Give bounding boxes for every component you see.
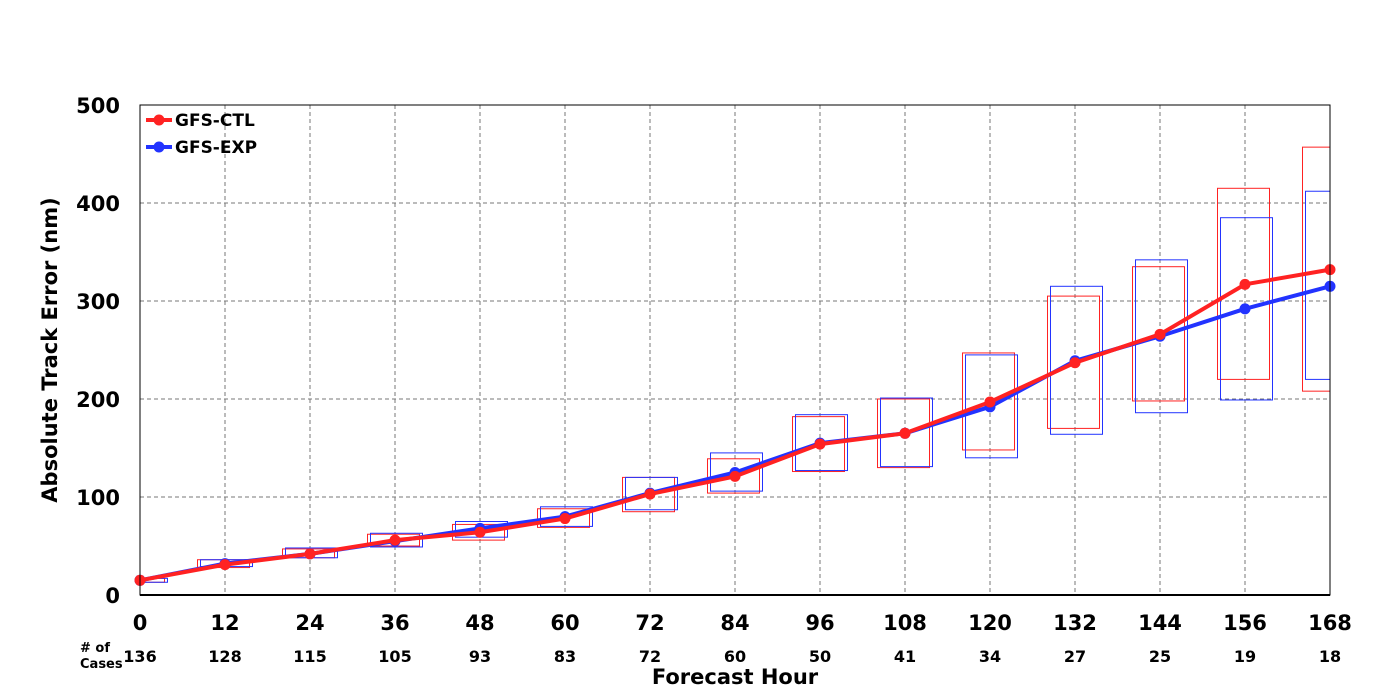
data-point-gfs-ctl [644, 488, 656, 500]
case-count: 60 [724, 647, 746, 666]
data-point-gfs-ctl [1239, 278, 1251, 290]
error-box-gfs-ctl [877, 398, 930, 469]
error-box-gfs-exp [880, 397, 933, 468]
error-box-gfs-exp [540, 506, 593, 527]
error-box-gfs-exp [965, 354, 1018, 459]
data-point-gfs-ctl [304, 548, 316, 560]
error-box-gfs-exp [1220, 217, 1273, 401]
data-point-gfs-ctl [559, 513, 571, 525]
case-count: 83 [554, 647, 576, 666]
axes: 0 12 24 36 48 60 72 84 96 108 120 132 144 156 168 0 100 2… [76, 94, 1352, 635]
y-tick-label: 100 [76, 486, 120, 510]
data-point-gfs-ctl [389, 534, 401, 546]
x-tick-label: 84 [720, 611, 749, 635]
error-box-gfs-ctl [792, 416, 845, 473]
x-tick-label: 168 [1308, 611, 1352, 635]
x-tick-label: 144 [1138, 611, 1182, 635]
y-tick-label: 300 [76, 290, 120, 314]
error-box-gfs-ctl [1132, 266, 1185, 402]
case-count: 41 [894, 647, 916, 666]
legend-marker-gfs-exp [153, 141, 165, 153]
cases-label-line2: Cases [80, 657, 123, 672]
case-count: 19 [1234, 647, 1256, 666]
legend-label-gfs-exp: GFS-EXP [175, 138, 257, 158]
y-tick-label: 200 [76, 388, 120, 412]
error-box-gfs-exp [710, 452, 763, 492]
x-tick-label: 48 [465, 611, 494, 635]
case-count: 136 [123, 647, 156, 666]
data-point-gfs-ctl [1069, 357, 1081, 369]
cases-label-line1: # of [80, 641, 110, 656]
x-tick-label: 36 [380, 611, 409, 635]
y-axis-title: Absolute Track Error (nm) [38, 197, 62, 502]
cases-row: 136 128 115 105 93 83 72 60 50 41 34 27 25 19 18 [123, 647, 1341, 666]
error-box-gfs-ctl [1217, 187, 1270, 380]
x-axis-title: Forecast Hour [652, 665, 819, 689]
legend-label-gfs-ctl: GFS-CTL [175, 111, 255, 131]
error-box-gfs-exp [370, 532, 423, 548]
data-point-gfs-ctl [814, 438, 826, 450]
x-tick-label: 24 [295, 611, 324, 635]
data-point-gfs-ctl [474, 526, 486, 538]
error-box-gfs-exp [795, 414, 848, 472]
x-tick-label: 120 [968, 611, 1012, 635]
x-tick-label: 156 [1223, 611, 1267, 635]
grid [140, 105, 1330, 595]
error-box-gfs-ctl [962, 352, 1015, 451]
data-point-gfs-exp [1239, 303, 1251, 315]
series-lines [134, 264, 1336, 586]
x-tick-label: 0 [133, 611, 148, 635]
data-point-gfs-ctl [984, 396, 996, 408]
error-box-gfs-exp [1305, 190, 1330, 380]
error-box-gfs-exp [625, 476, 678, 511]
case-count: 34 [979, 647, 1001, 666]
case-count: 25 [1149, 647, 1171, 666]
error-box-gfs-ctl [1302, 146, 1330, 392]
x-tick-label: 60 [550, 611, 579, 635]
case-count: 105 [378, 647, 411, 666]
data-point-gfs-ctl [729, 470, 741, 482]
y-tick-label: 400 [76, 192, 120, 216]
data-point-gfs-ctl [899, 427, 911, 439]
data-point-gfs-ctl [1154, 328, 1166, 340]
x-tick-label: 72 [635, 611, 664, 635]
y-tick-label: 500 [76, 94, 120, 118]
legend: GFS-CTL GFS-EXP [146, 111, 257, 158]
x-tick-label: 12 [210, 611, 239, 635]
case-count: 27 [1064, 647, 1086, 666]
error-box-gfs-exp [1050, 285, 1103, 435]
case-count: 18 [1319, 647, 1341, 666]
x-tick-label: 132 [1053, 611, 1097, 635]
case-count: 72 [639, 647, 661, 666]
error-box-gfs-ctl [707, 458, 760, 494]
y-tick-label: 0 [105, 584, 120, 608]
error-box-gfs-ctl [1047, 295, 1100, 429]
data-point-gfs-ctl [219, 559, 231, 571]
x-tick-label: 108 [883, 611, 927, 635]
case-count: 128 [208, 647, 241, 666]
case-count: 115 [293, 647, 326, 666]
error-box-gfs-exp [1135, 259, 1188, 414]
x-tick-label: 96 [805, 611, 834, 635]
error-box-gfs-ctl [537, 508, 590, 528]
case-count: 50 [809, 647, 831, 666]
case-count: 93 [469, 647, 491, 666]
error-box-gfs-ctl [140, 577, 165, 583]
legend-marker-gfs-ctl [153, 114, 165, 126]
